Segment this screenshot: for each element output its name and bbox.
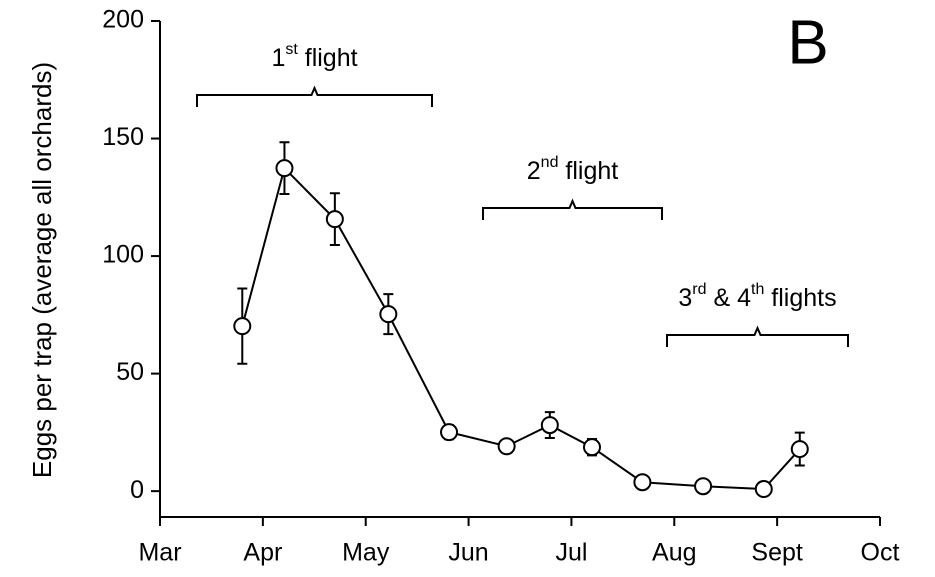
annotation-part: & 4 — [707, 284, 752, 312]
x-tick-label: Jun — [448, 539, 488, 567]
data-point — [633, 473, 652, 492]
x-tick-label: Mar — [138, 539, 181, 567]
bracket — [196, 85, 433, 107]
annotation-part: flights — [764, 284, 836, 312]
data-point — [275, 159, 294, 178]
data-point — [790, 440, 809, 459]
annotation: 3rd & 4th flights — [678, 281, 836, 311]
annotation-part: flight — [558, 157, 618, 185]
y-tick-label: 100 — [102, 241, 144, 269]
data-point — [440, 423, 459, 442]
annotation-part: th — [751, 281, 764, 298]
annotation: 2nd flight — [527, 154, 619, 184]
bracket — [482, 198, 663, 220]
data-point — [694, 477, 713, 496]
y-tick-label: 150 — [102, 123, 144, 151]
annotation: 1st flight — [271, 41, 357, 71]
data-point — [379, 305, 398, 324]
x-tick-label: Sept — [751, 539, 802, 567]
data-point — [233, 317, 252, 336]
data-point — [497, 437, 516, 456]
data-line — [241, 166, 801, 491]
x-tick-label: Aug — [652, 539, 696, 567]
data-point — [754, 480, 773, 499]
annotation-part: 3 — [678, 284, 692, 312]
data-point — [325, 210, 344, 229]
x-tick-label: Jul — [555, 539, 587, 567]
annotation-part: st — [285, 41, 298, 58]
x-tick-label: Apr — [243, 539, 282, 567]
bracket — [666, 325, 849, 347]
y-tick-label: 200 — [102, 6, 144, 34]
x-tick-label: Oct — [861, 539, 900, 567]
annotation-part: rd — [692, 281, 706, 298]
y-axis-label: Eggs per trap (average all orchards) — [27, 62, 57, 478]
data-point — [583, 438, 601, 457]
annotation-part: 1 — [271, 44, 285, 72]
annotation-part: 2 — [527, 157, 541, 185]
data-point — [540, 416, 559, 435]
y-tick-label: 50 — [116, 358, 144, 386]
annotation-part: flight — [298, 44, 358, 72]
panel-label: B — [787, 8, 828, 77]
y-tick-label: 0 — [130, 476, 144, 504]
annotation-part: nd — [541, 154, 559, 171]
x-tick-label: May — [342, 539, 390, 567]
